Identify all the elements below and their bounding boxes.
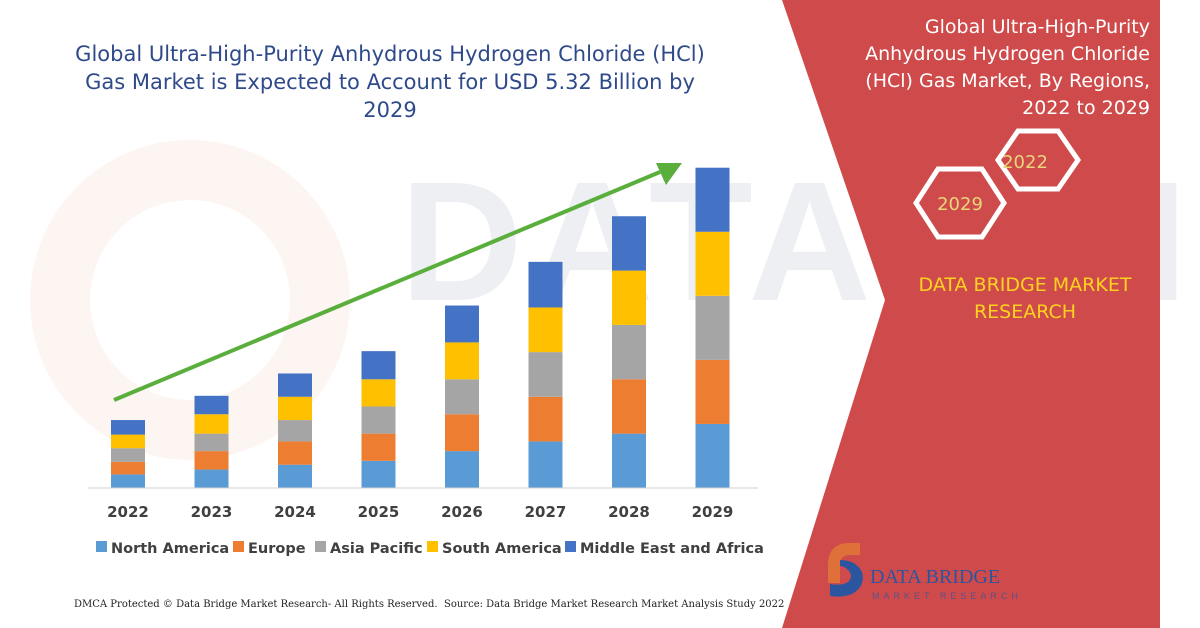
legend-label: Europe	[248, 541, 306, 557]
bar-2023-north-america	[194, 469, 229, 488]
side-panel-title: Global Ultra-High-Purity Anhydrous Hydro…	[840, 14, 1150, 122]
bar-2029-middle-east-and-africa	[695, 167, 730, 232]
legend-swatch	[233, 541, 244, 552]
bar-2029-europe	[695, 359, 730, 424]
chart-title-line-1: Global Ultra-High-Purity Anhydrous Hydro…	[75, 42, 705, 66]
x-tick-label-2026: 2026	[441, 503, 483, 521]
brand-name-line-2: RESEARCH	[973, 301, 1077, 323]
x-axis-tick-labels: 2022 2023 2024 2025 2026 2027 2028 2029	[107, 503, 733, 521]
hexagon-2022-label: 2022	[1002, 152, 1048, 173]
bar-2028-asia-pacific	[612, 324, 646, 380]
side-panel-title-line-4: 2022 to 2029	[1022, 97, 1150, 119]
x-tick-label-2023: 2023	[191, 503, 233, 521]
legend: North America Europe Asia Pacific South Ame…	[96, 541, 764, 557]
bar-2023-europe	[194, 451, 229, 470]
bar-2025-middle-east-and-africa	[361, 351, 396, 380]
bar-2026-europe	[445, 414, 479, 452]
bar-2024-europe	[278, 441, 312, 465]
legend-item-europe: Europe	[233, 541, 306, 557]
side-panel-title-line-2: Anhydrous Hydrogen Chloride	[865, 43, 1150, 65]
bar-2027-europe	[528, 396, 563, 442]
bar-2024-asia-pacific	[278, 420, 312, 442]
bar-2026-south-america	[445, 342, 479, 380]
bar-2028-north-america	[612, 433, 646, 488]
bar-2024-middle-east-and-africa	[278, 373, 312, 397]
bar-2027-middle-east-and-africa	[528, 261, 563, 308]
legend-item-north-america: North America	[96, 541, 229, 557]
footer-source: Source: Data Bridge Market Research Mark…	[444, 599, 785, 610]
bar-2023-south-america	[194, 414, 229, 434]
chart-title: Global Ultra-High-Purity Anhydrous Hydro…	[60, 40, 720, 124]
bar-2027-asia-pacific	[528, 352, 563, 397]
bar-2028-middle-east-and-africa	[612, 216, 646, 271]
bar-2028-europe	[612, 379, 646, 434]
x-tick-label-2024: 2024	[274, 503, 316, 521]
legend-swatch	[565, 541, 576, 552]
stacked-bar-chart	[111, 167, 730, 488]
chart-title-line-2: Gas Market is Expected to Account for US…	[85, 70, 695, 122]
bar-2029-south-america	[695, 231, 730, 296]
bar-2026-middle-east-and-africa	[445, 305, 479, 343]
bar-2028-south-america	[612, 270, 646, 325]
bar-2024-north-america	[278, 464, 312, 488]
logo-text: DATA BRIDGE	[870, 566, 1000, 588]
bar-2026-north-america	[445, 451, 479, 488]
bar-2022-asia-pacific	[111, 448, 145, 462]
side-panel	[782, 0, 1160, 628]
x-tick-label-2029: 2029	[692, 503, 734, 521]
hexagon-2029-label: 2029	[937, 194, 983, 215]
x-tick-label-2028: 2028	[608, 503, 650, 521]
hexagon-2029: 2029	[913, 166, 1007, 240]
legend-label: Middle East and Africa	[580, 541, 764, 557]
legend-item-asia-pacific: Asia Pacific	[315, 541, 423, 557]
bar-2025-asia-pacific	[361, 406, 396, 434]
x-tick-label-2022: 2022	[107, 503, 149, 521]
bar-2023-middle-east-and-africa	[194, 395, 229, 415]
legend-item-south-america: South America	[427, 541, 562, 557]
legend-item-middle-east-and-africa: Middle East and Africa	[565, 541, 764, 557]
logo-subtext: MARKET RESEARCH	[872, 591, 1022, 601]
side-panel-title-line-1: Global Ultra-High-Purity	[924, 16, 1150, 38]
x-tick-label-2027: 2027	[525, 503, 567, 521]
brand-name: DATA BRIDGE MARKET RESEARCH	[905, 272, 1145, 326]
bar-2026-asia-pacific	[445, 379, 479, 415]
brand-name-line-1: DATA BRIDGE MARKET	[918, 274, 1132, 296]
legend-label: North America	[111, 541, 229, 557]
bar-2022-south-america	[111, 434, 145, 449]
side-panel-title-line-3: (HCl) Gas Market, By Regions,	[865, 70, 1150, 92]
company-logo: DATA BRIDGE MARKET RESEARCH	[828, 543, 1022, 601]
bar-2025-europe	[361, 433, 396, 461]
hexagon-2022: 2022	[994, 128, 1082, 192]
x-tick-label-2025: 2025	[358, 503, 400, 521]
legend-label: Asia Pacific	[330, 541, 423, 557]
bar-2024-south-america	[278, 396, 312, 421]
trend-arrow	[113, 163, 682, 402]
bar-2029-north-america	[695, 423, 730, 488]
bar-2027-north-america	[528, 441, 563, 488]
legend-label: South America	[442, 541, 562, 557]
legend-swatch	[315, 541, 326, 552]
bar-2027-south-america	[528, 307, 563, 353]
legend-swatch	[96, 541, 107, 552]
bar-2025-north-america	[361, 460, 396, 488]
bar-2029-asia-pacific	[695, 295, 730, 360]
footer-copyright: DMCA Protected © Data Bridge Market Rese…	[74, 599, 438, 610]
bar-2022-north-america	[111, 474, 145, 488]
bar-2022-middle-east-and-africa	[111, 420, 145, 435]
bar-2023-asia-pacific	[194, 433, 229, 452]
legend-swatch	[427, 541, 438, 552]
bar-2022-europe	[111, 461, 145, 475]
bar-2025-south-america	[361, 379, 396, 407]
